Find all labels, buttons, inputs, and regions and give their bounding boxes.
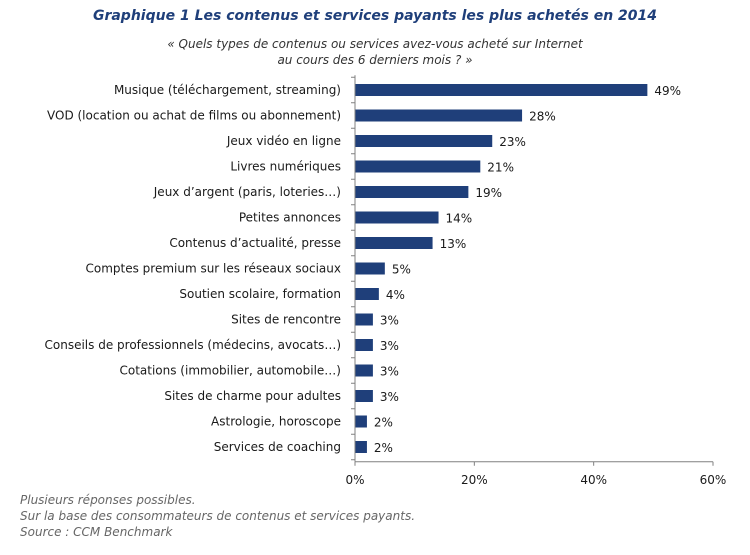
category-label-10: Conseils de professionnels (médecins, av… bbox=[45, 338, 341, 352]
bar-4 bbox=[355, 186, 469, 198]
value-label-7: 5% bbox=[392, 263, 411, 277]
category-label-9: Sites de rencontre bbox=[231, 313, 341, 327]
bar-14 bbox=[355, 441, 367, 453]
value-label-1: 28% bbox=[529, 110, 556, 124]
x-axis: 0% 20% 40% 60% bbox=[345, 75, 726, 487]
value-label-8: 4% bbox=[386, 288, 405, 302]
bar-11 bbox=[355, 364, 373, 377]
category-label-5: Petites annonces bbox=[239, 211, 341, 225]
value-label-0: 49% bbox=[654, 84, 681, 98]
chart-notes: Plusieurs réponses possibles. Sur la bas… bbox=[20, 492, 415, 540]
x-tick-label-3: 60% bbox=[700, 473, 727, 487]
category-label-6: Contenus d’actualité, presse bbox=[169, 236, 341, 250]
x-tick-label-0: 0% bbox=[345, 473, 364, 487]
note-multiple-answers: Plusieurs réponses possibles. bbox=[20, 493, 196, 507]
category-label-4: Jeux d’argent (paris, loteries…) bbox=[153, 185, 341, 199]
value-label-3: 21% bbox=[487, 161, 514, 175]
value-label-13: 2% bbox=[374, 416, 393, 430]
bar-5 bbox=[355, 211, 439, 224]
category-label-13: Astrologie, horoscope bbox=[211, 415, 341, 429]
category-label-3: Livres numériques bbox=[230, 160, 341, 174]
bar-1 bbox=[355, 109, 523, 122]
category-label-0: Musique (téléchargement, streaming) bbox=[114, 83, 341, 97]
value-label-12: 3% bbox=[380, 390, 399, 404]
bar-6 bbox=[355, 237, 433, 249]
bar-10 bbox=[355, 339, 373, 351]
value-label-10: 3% bbox=[380, 339, 399, 353]
bar-3 bbox=[355, 160, 481, 173]
value-label-9: 3% bbox=[380, 314, 399, 328]
bars-group bbox=[355, 84, 648, 453]
value-labels: 49% 28%23% 21% 19%14% 13% 5% 4% 3% 3% 3% 3% 2% 2% bbox=[374, 84, 681, 455]
category-label-2: Jeux vidéo en ligne bbox=[226, 134, 341, 148]
x-tick-label-2: 40% bbox=[580, 473, 607, 487]
x-tick-label-1: 20% bbox=[461, 473, 488, 487]
subtitle-line-2: au cours des 6 derniers mois ? » bbox=[277, 53, 473, 67]
bar-8 bbox=[355, 288, 379, 300]
chart-title: Graphique 1 Les contenus et services pay… bbox=[92, 8, 658, 24]
bar-7 bbox=[355, 262, 385, 275]
chart-subtitle: « Quels types de contenus ou services av… bbox=[0, 36, 750, 68]
value-label-14: 2% bbox=[374, 441, 393, 455]
bar-9 bbox=[355, 313, 373, 326]
category-labels: Musique (téléchargement, streaming) VOD (… bbox=[45, 83, 341, 454]
note-base: Sur la base des consommateurs de contenu… bbox=[20, 509, 416, 523]
value-label-2: 23% bbox=[499, 135, 526, 149]
category-label-12: Sites de charme pour adultes bbox=[164, 389, 341, 403]
bar-0 bbox=[355, 84, 648, 96]
bar-12 bbox=[355, 390, 373, 402]
value-label-6: 13% bbox=[440, 237, 467, 251]
value-label-5: 14% bbox=[446, 212, 473, 226]
category-label-8: Soutien scolaire, formation bbox=[179, 287, 341, 301]
bar-2 bbox=[355, 135, 493, 147]
value-label-4: 19% bbox=[475, 186, 502, 200]
bar-13 bbox=[355, 415, 367, 428]
subtitle-line-1: « Quels types de contenus ou services av… bbox=[167, 37, 583, 51]
note-source: Source : CCM Benchmark bbox=[20, 525, 173, 539]
value-label-11: 3% bbox=[380, 365, 399, 379]
category-label-1: VOD (location ou achat de films ou abonn… bbox=[47, 109, 341, 123]
category-label-14: Services de coaching bbox=[214, 440, 341, 454]
category-label-11: Cotations (immobilier, automobile…) bbox=[119, 364, 341, 378]
category-label-7: Comptes premium sur les réseaux sociaux bbox=[85, 262, 341, 276]
